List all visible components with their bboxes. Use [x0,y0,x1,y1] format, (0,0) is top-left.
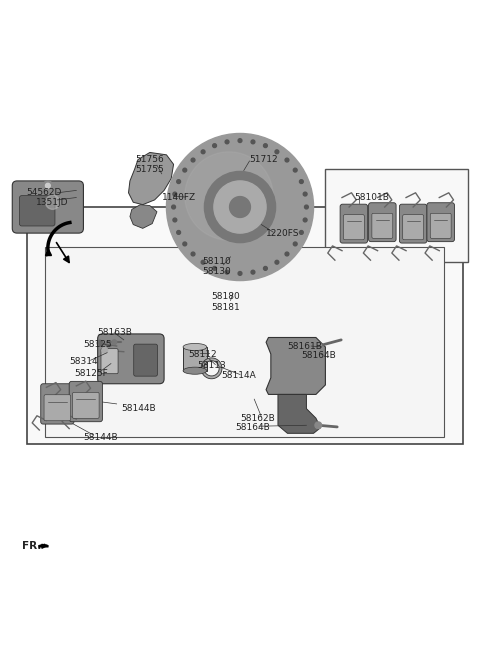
Text: 58163B: 58163B [97,328,132,337]
Bar [183,347,207,371]
Polygon shape [129,152,174,205]
FancyBboxPatch shape [343,215,364,239]
Circle shape [275,150,279,154]
Text: 58110
58130: 58110 58130 [202,256,231,276]
Circle shape [102,348,108,353]
FancyBboxPatch shape [41,384,74,424]
FancyBboxPatch shape [340,204,368,243]
FancyBboxPatch shape [72,392,99,419]
Ellipse shape [183,367,207,375]
Circle shape [293,168,297,172]
Text: 1140FZ: 1140FZ [162,193,196,202]
Circle shape [185,152,273,240]
FancyBboxPatch shape [134,344,157,376]
Text: 58162B: 58162B [240,414,275,422]
FancyBboxPatch shape [97,334,164,384]
Text: 58125F: 58125F [74,369,108,378]
Circle shape [229,197,251,217]
FancyBboxPatch shape [372,213,393,238]
Circle shape [172,205,176,209]
Circle shape [275,260,279,264]
Circle shape [293,242,297,246]
Circle shape [300,230,303,234]
Text: 54562D: 54562D [26,188,62,197]
Bar [46,247,444,437]
Circle shape [167,133,313,281]
Text: 58101B: 58101B [354,193,389,202]
Text: 58113: 58113 [197,361,226,371]
Circle shape [173,192,177,196]
Circle shape [214,181,266,233]
Circle shape [251,140,255,144]
Circle shape [285,158,289,162]
Polygon shape [130,205,157,228]
Ellipse shape [183,344,207,350]
Circle shape [183,242,187,246]
Circle shape [225,270,229,274]
Circle shape [177,180,180,184]
Circle shape [225,140,229,144]
Text: 58164B: 58164B [301,351,336,360]
Text: 58112: 58112 [188,350,216,359]
Text: 58125: 58125 [84,340,112,349]
FancyBboxPatch shape [369,203,396,241]
Polygon shape [266,337,325,394]
Circle shape [201,150,205,154]
Circle shape [46,195,60,209]
Circle shape [173,218,177,222]
Circle shape [183,168,187,172]
Circle shape [315,422,322,428]
Text: 58144B: 58144B [84,432,118,441]
Text: 1220FS: 1220FS [266,228,300,237]
FancyBboxPatch shape [403,215,424,239]
Circle shape [264,144,267,148]
Circle shape [238,138,242,142]
FancyBboxPatch shape [12,181,84,233]
Circle shape [238,272,242,276]
Text: 58161B: 58161B [288,342,322,350]
Text: 51756
51755: 51756 51755 [136,155,164,174]
Polygon shape [278,394,321,434]
Circle shape [303,192,307,196]
Circle shape [303,218,307,222]
FancyBboxPatch shape [399,204,427,243]
Circle shape [177,230,180,234]
Text: FR.: FR. [22,541,41,551]
Circle shape [285,252,289,256]
Circle shape [315,342,322,350]
Polygon shape [38,544,48,547]
Circle shape [201,260,205,264]
FancyBboxPatch shape [101,349,118,374]
Text: 1351JD: 1351JD [36,197,69,207]
Circle shape [264,266,267,270]
Text: 58180
58181: 58180 58181 [212,292,240,312]
FancyBboxPatch shape [44,395,71,420]
Text: 58114A: 58114A [221,371,256,380]
Text: 51712: 51712 [250,155,278,164]
Circle shape [46,183,50,188]
Text: 58164B: 58164B [235,423,270,432]
FancyBboxPatch shape [430,213,451,238]
Text: 58144B: 58144B [121,404,156,413]
Circle shape [204,171,276,243]
Bar [26,207,463,444]
Circle shape [97,340,103,346]
Circle shape [43,181,53,190]
Circle shape [191,252,195,256]
Circle shape [213,266,216,270]
Circle shape [191,158,195,162]
Circle shape [112,340,117,344]
FancyBboxPatch shape [427,203,455,241]
Circle shape [300,180,303,184]
Circle shape [304,205,308,209]
Text: 58314: 58314 [69,357,98,365]
FancyBboxPatch shape [69,381,102,422]
Circle shape [213,144,216,148]
Bar [325,169,468,262]
FancyBboxPatch shape [19,195,55,226]
Circle shape [251,270,255,274]
